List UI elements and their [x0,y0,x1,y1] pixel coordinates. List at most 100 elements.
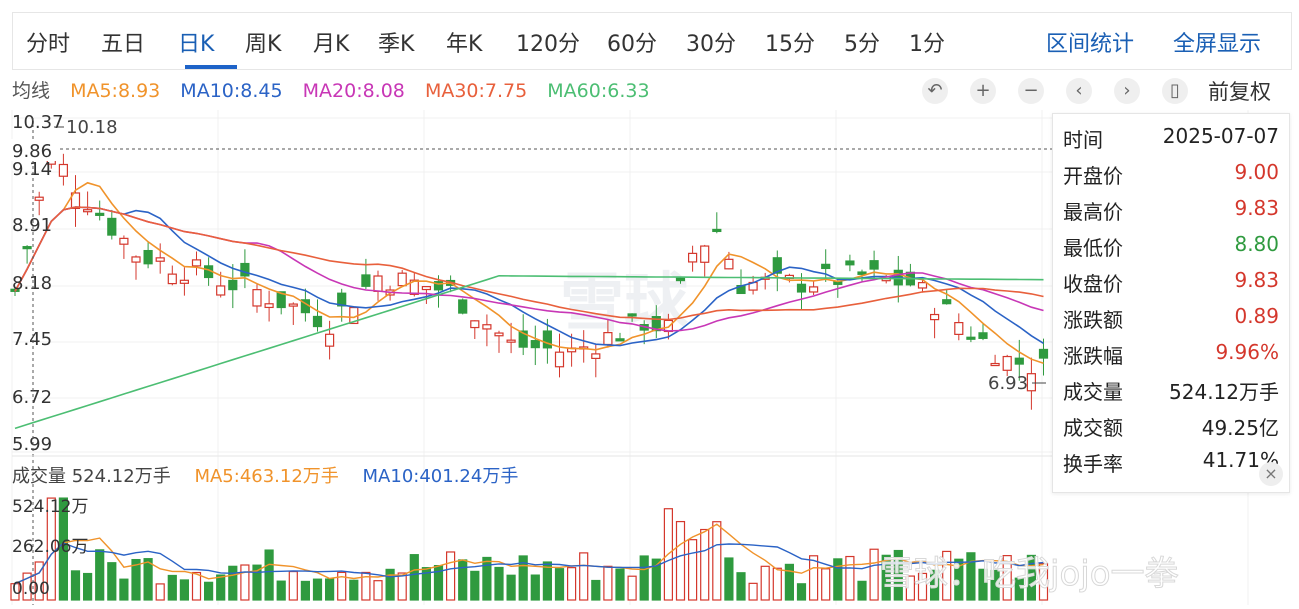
tab-5[interactable]: 季K [378,32,415,57]
chevron-left-icon[interactable]: ‹ [1066,78,1092,104]
volume-ma10-value: MA10:401.24万手 [362,466,519,487]
tab-6[interactable]: 年K [446,32,483,57]
volume-bar [312,578,323,601]
volume-bar [107,562,117,601]
info-row: 涨跌幅 9.96% [1063,340,1279,370]
info-key: 涨跌额 [1063,308,1123,332]
zoom-out-icon[interactable]: − [1018,78,1044,104]
ma20-value: MA20:8.08 [302,80,405,102]
volume-bar [530,574,540,601]
candlestick-series [10,140,1049,410]
tab-12[interactable]: 1分 [909,32,945,57]
price-tick-label: 6.72 [12,387,52,408]
volume-bar [784,563,795,601]
volume-ma5-value: MA5:463.12万手 [194,466,339,487]
candle-body [470,320,480,329]
adjust-mode-selector[interactable]: 前复权 [1208,80,1271,104]
ma30-line [14,206,1044,321]
volume-bar [857,580,867,601]
tab-2[interactable]: 日K [178,32,215,57]
candle-body [252,289,262,307]
volume-bar [264,549,274,601]
undo-icon[interactable]: ↶ [922,78,948,104]
volume-bar [869,548,879,601]
zoom-in-icon[interactable]: + [970,78,996,104]
candle-body [312,315,323,328]
volume-bar [252,564,262,601]
info-value: 524.12万手 [1169,380,1279,404]
ma10-line [14,206,1044,347]
high-price-annotation: 10.18 [66,117,118,138]
volume-bar [46,497,56,601]
volume-bar [373,580,383,601]
candle-body [808,286,819,293]
period-tab-bar: 分时 五日 日K 周K 月K 季K 年K 120分 60分 30分 15分 5分 1分 区间统计 全屏显… [12,12,1292,70]
candle-body [615,338,625,342]
info-row: 成交量 524.12万手 [1063,376,1279,406]
volume-bar [978,568,988,601]
tab-8[interactable]: 60分 [607,32,657,57]
candle-body [34,196,44,201]
candle-body [966,336,976,340]
volume-bar [1002,555,1012,601]
fullscreen-link[interactable]: 全屏显示 [1173,32,1262,57]
candle-body [857,271,867,275]
tab-9[interactable]: 30分 [686,32,736,57]
candle-body [990,362,1000,367]
volume-bar [603,565,613,601]
price-tick-label: 9.14 [12,159,52,180]
candle-body [845,260,855,266]
tab-10[interactable]: 15分 [765,32,815,57]
ma-legend-label: 均线 [12,80,51,102]
volume-bar [542,561,553,601]
volume-bar [119,578,129,601]
ma-legend: 均线 MA5:8.93 MA10:8.45 MA20:8.08 MA30:7.7… [12,76,664,103]
candle-body [325,333,335,347]
candle-body [1014,357,1024,365]
info-value: 9.83 [1234,196,1279,220]
close-icon[interactable]: × [1259,462,1283,486]
range-stats-link[interactable]: 区间统计 [1046,32,1135,57]
crosshair-price-box [8,139,58,161]
volume-tick-label: 0.00 [12,579,50,599]
volume-bar [748,582,758,601]
volume-bar [905,575,916,601]
volume-bar [458,559,468,601]
tab-3[interactable]: 周K [245,32,282,57]
volume-bar [397,572,407,601]
info-key: 换手率 [1063,452,1123,476]
price-tick-label: 10.37 [12,112,64,133]
candle-body [929,313,940,321]
volume-bar [518,555,528,601]
tab-1[interactable]: 五日 [101,32,146,57]
tab-11[interactable]: 5分 [844,32,880,57]
candle-body [942,299,952,305]
info-key: 最低价 [1063,236,1123,260]
info-row: 开盘价 9.00 [1063,160,1279,190]
candle-body [22,246,32,250]
volume-bar [34,561,44,601]
volume-bar [627,575,637,601]
volume-bar [651,558,661,601]
tab-7[interactable]: 120分 [516,32,580,57]
volume-bar [954,558,964,601]
tab-4[interactable]: 月K [313,32,350,57]
candle-body [482,324,492,330]
volume-bar [361,571,371,601]
info-value: 9.96% [1215,340,1279,364]
tab-0[interactable]: 分时 [26,32,71,57]
moving-average-lines [14,181,1044,430]
candle-body [917,282,928,289]
candle-body [518,330,528,348]
candle-body [542,330,553,349]
volume-bar [385,568,395,601]
chevron-right-icon[interactable]: › [1114,78,1140,104]
candle-body [143,249,153,265]
ma60-value: MA60:6.33 [547,80,650,102]
volume-bar [216,574,226,601]
candle-pin-icon[interactable]: ▯ [1162,78,1188,104]
volume-bar [446,551,456,601]
candle-body [494,332,504,337]
volume-value: 成交量 524.12万手 [12,466,171,487]
